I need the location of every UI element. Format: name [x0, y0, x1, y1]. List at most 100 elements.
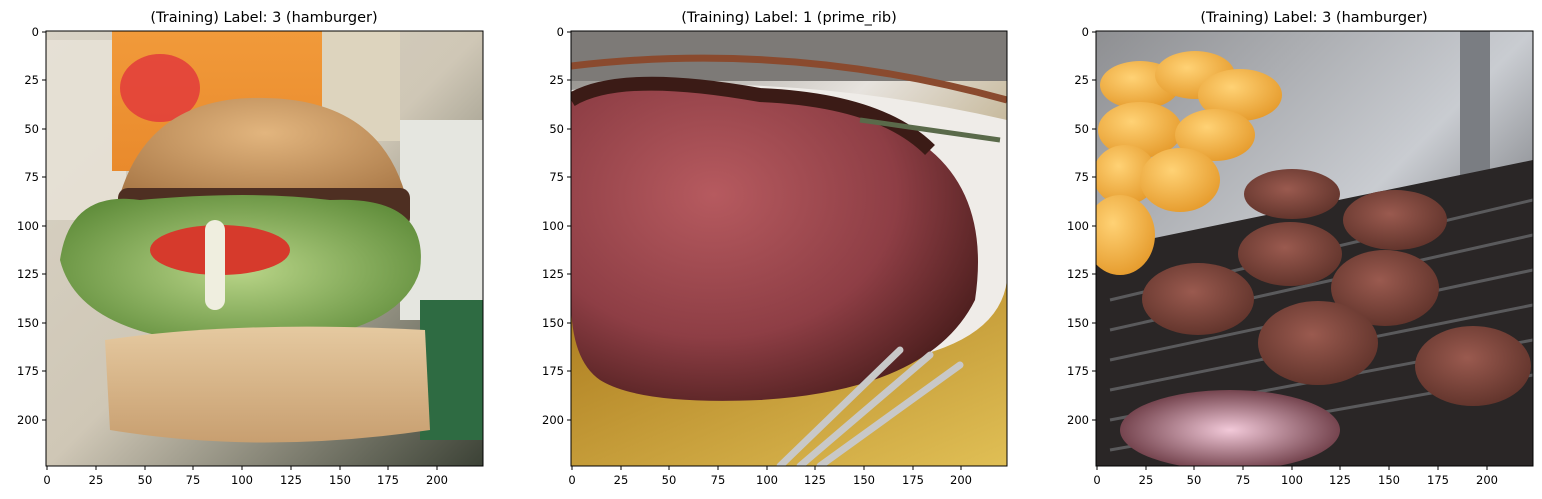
x-tick: 175	[377, 466, 399, 487]
x-tick-label: 100	[1281, 473, 1303, 487]
y-tick-label: 50	[549, 122, 564, 136]
y-axis: 0 25 50 75 100 125 150 175 200	[542, 25, 571, 427]
y-tick-label: 200	[1067, 413, 1089, 427]
x-axis: 0 25 50 75 100 125 150 175 200	[43, 466, 448, 487]
y-tick: 50	[1074, 122, 1096, 136]
y-tick: 50	[549, 122, 571, 136]
x-tick-label: 125	[804, 473, 826, 487]
y-tick: 200	[1067, 413, 1096, 427]
y-tick: 100	[17, 219, 46, 233]
x-tick: 125	[280, 466, 302, 487]
x-tick: 50	[662, 466, 677, 487]
y-tick-label: 100	[1067, 219, 1089, 233]
y-tick: 0	[1082, 25, 1096, 39]
food-image-prime-rib	[571, 31, 1007, 466]
x-tick: 75	[711, 466, 726, 487]
axes-frame	[45, 30, 484, 467]
y-tick: 25	[1074, 73, 1096, 87]
x-tick: 25	[89, 466, 103, 487]
x-tick: 100	[1281, 466, 1303, 487]
x-tick: 0	[43, 466, 51, 487]
y-tick-label: 150	[17, 316, 39, 330]
y-tick-label: 50	[24, 122, 39, 136]
y-tick: 25	[24, 73, 46, 87]
x-tick: 50	[138, 466, 153, 487]
x-tick: 150	[329, 466, 351, 487]
x-tick: 175	[1427, 466, 1449, 487]
y-tick-label: 100	[542, 219, 564, 233]
y-tick-label: 75	[1074, 170, 1089, 184]
y-tick-label: 0	[557, 25, 564, 39]
x-tick-label: 150	[329, 473, 351, 487]
panel-title: (Training) Label: 3 (hamburger)	[150, 10, 377, 26]
y-tick-label: 125	[542, 267, 564, 281]
x-tick: 200	[950, 466, 972, 487]
x-tick: 200	[426, 466, 448, 487]
x-tick: 25	[1139, 466, 1154, 487]
x-tick-label: 200	[1476, 473, 1498, 487]
food-image-grill	[1096, 31, 1533, 466]
x-tick: 25	[614, 466, 629, 487]
y-tick-label: 200	[17, 413, 39, 427]
x-tick-label: 75	[711, 473, 726, 487]
panel-title: (Training) Label: 3 (hamburger)	[1200, 10, 1427, 26]
y-tick-label: 200	[542, 413, 564, 427]
y-tick: 200	[17, 413, 46, 427]
y-tick: 175	[542, 364, 571, 378]
y-tick: 0	[557, 25, 571, 39]
x-tick-label: 50	[662, 473, 677, 487]
x-tick-label: 100	[756, 473, 778, 487]
y-tick: 150	[17, 316, 46, 330]
x-tick: 125	[1329, 466, 1351, 487]
x-tick-label: 0	[43, 473, 50, 487]
x-tick: 75	[186, 466, 201, 487]
y-tick: 100	[1067, 219, 1096, 233]
y-tick: 125	[17, 267, 46, 281]
x-tick-label: 75	[186, 473, 201, 487]
x-tick: 100	[756, 466, 778, 487]
x-tick-label: 50	[138, 473, 153, 487]
image-panel-hamburger-1: (Training) Label: 3 (hamburger) 0 25 50 …	[17, 10, 484, 487]
x-tick: 100	[231, 466, 253, 487]
food-image-hamburger	[46, 31, 483, 466]
x-tick: 50	[1187, 466, 1201, 487]
x-tick-label: 25	[614, 473, 629, 487]
x-tick-label: 125	[280, 473, 302, 487]
y-axis: 0 25 50 75 100 125 150 175 200	[1067, 25, 1096, 427]
image-panel-hamburger-2: (Training) Label: 3 (hamburger)	[1067, 10, 1534, 487]
x-tick-label: 150	[853, 473, 875, 487]
y-tick-label: 25	[24, 73, 39, 87]
y-tick: 125	[1067, 267, 1096, 281]
x-tick-label: 25	[1139, 473, 1154, 487]
y-tick: 50	[24, 122, 46, 136]
y-tick-label: 175	[17, 364, 39, 378]
y-tick-label: 150	[542, 316, 564, 330]
y-tick: 150	[1067, 316, 1096, 330]
axes-frame	[570, 30, 1008, 467]
x-tick-label: 175	[902, 473, 924, 487]
y-tick: 25	[549, 73, 571, 87]
y-tick: 75	[1074, 170, 1096, 184]
x-tick-label: 75	[1236, 473, 1251, 487]
y-tick: 75	[24, 170, 46, 184]
x-tick: 125	[804, 466, 826, 487]
y-tick: 150	[542, 316, 571, 330]
y-tick-label: 0	[1082, 25, 1089, 39]
y-tick-label: 75	[24, 170, 39, 184]
y-tick-label: 125	[17, 267, 39, 281]
x-tick: 0	[568, 466, 576, 487]
x-tick-label: 175	[1427, 473, 1449, 487]
y-tick: 100	[542, 219, 571, 233]
x-tick: 75	[1236, 466, 1251, 487]
x-tick: 150	[1378, 466, 1400, 487]
y-tick: 175	[17, 364, 46, 378]
x-axis: 0 25 50 75 100 125 150 175 200	[1093, 466, 1498, 487]
x-tick-label: 175	[377, 473, 399, 487]
x-tick: 150	[853, 466, 875, 487]
x-axis: 0 25 50 75 100 125 150 175 200	[568, 466, 972, 487]
y-tick-label: 75	[549, 170, 564, 184]
y-tick-label: 25	[549, 73, 564, 87]
y-tick: 0	[32, 25, 46, 39]
x-tick-label: 150	[1378, 473, 1400, 487]
